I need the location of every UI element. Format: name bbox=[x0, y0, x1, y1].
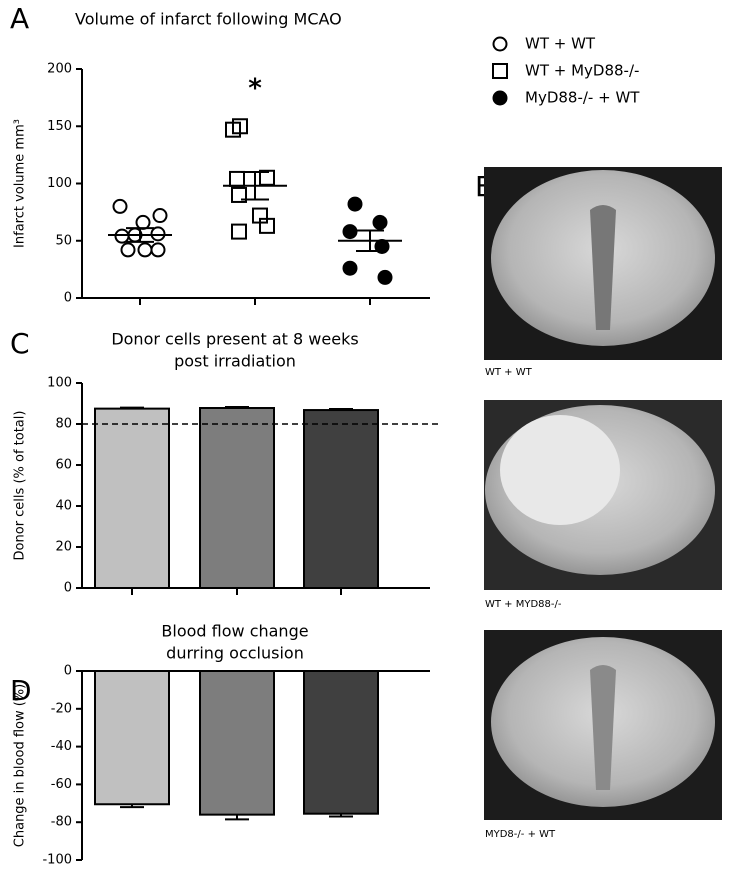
data-point bbox=[342, 224, 358, 240]
legend-label: WT + WT bbox=[525, 35, 596, 53]
legend-marker bbox=[492, 90, 508, 106]
brain-image bbox=[484, 630, 722, 820]
image-caption: MYD8-/- + WT bbox=[485, 829, 556, 840]
y-tick-label: 80 bbox=[55, 417, 72, 432]
data-point bbox=[150, 242, 166, 258]
y-tick-label: 200 bbox=[47, 62, 72, 77]
image-caption: WT + MYD88-/- bbox=[485, 599, 562, 610]
data-point bbox=[232, 118, 248, 135]
chart-title: post irradiation bbox=[174, 352, 296, 371]
data-point bbox=[152, 208, 168, 224]
data-point bbox=[231, 223, 247, 240]
y-tick-label: 100 bbox=[47, 176, 72, 191]
data-point bbox=[135, 214, 151, 230]
annotation: * bbox=[248, 74, 262, 104]
chart-title: Blood flow change bbox=[161, 622, 308, 641]
y-tick-label: -20 bbox=[51, 701, 72, 716]
data-point bbox=[342, 260, 358, 276]
legend-label: WT + MyD88-/- bbox=[525, 62, 639, 80]
y-tick-label: -60 bbox=[51, 777, 72, 792]
data-point bbox=[259, 169, 275, 186]
data-point bbox=[137, 242, 153, 258]
data-point bbox=[120, 242, 136, 258]
data-point bbox=[114, 228, 130, 244]
data-point bbox=[231, 186, 247, 203]
bar bbox=[94, 670, 170, 806]
y-axis-label: Donor cells (% of total) bbox=[13, 411, 28, 561]
y-tick-label: 150 bbox=[47, 119, 72, 134]
y-tick-label: -100 bbox=[42, 853, 72, 868]
data-point bbox=[347, 196, 363, 212]
y-tick-label: 60 bbox=[55, 458, 72, 473]
panel-label: C bbox=[10, 327, 30, 360]
y-tick-label: -80 bbox=[51, 815, 72, 830]
data-point bbox=[377, 269, 393, 285]
data-point bbox=[372, 214, 388, 230]
chart-title: Volume of infarct following MCAO bbox=[75, 10, 342, 29]
bar bbox=[303, 670, 379, 815]
image-caption: WT + WT bbox=[485, 367, 533, 378]
data-point bbox=[259, 217, 275, 234]
chart-title: Donor cells present at 8 weeks bbox=[111, 330, 358, 349]
y-tick-label: 100 bbox=[47, 376, 72, 391]
y-axis-label: Change in blood flow (%) bbox=[13, 684, 28, 847]
legend-marker bbox=[492, 63, 508, 79]
data-point bbox=[112, 198, 128, 214]
bar bbox=[303, 409, 379, 589]
data-point bbox=[150, 226, 166, 242]
y-tick-label: 0 bbox=[64, 664, 72, 679]
y-tick-label: -40 bbox=[51, 739, 72, 754]
brain-image bbox=[484, 167, 722, 360]
y-tick-label: 0 bbox=[64, 291, 72, 306]
data-point bbox=[229, 170, 245, 187]
y-axis-label: Infarct volume mm³ bbox=[13, 119, 28, 248]
brain-image bbox=[484, 400, 722, 590]
panel-label: D bbox=[10, 674, 32, 707]
y-tick-label: 20 bbox=[55, 540, 72, 555]
legend-marker bbox=[492, 36, 508, 52]
panel-label: A bbox=[10, 2, 29, 35]
bar bbox=[199, 670, 275, 816]
legend-label: MyD88-/- + WT bbox=[525, 89, 640, 107]
bar bbox=[199, 407, 275, 590]
chart-title: durring occlusion bbox=[166, 644, 304, 663]
y-tick-label: 50 bbox=[55, 233, 72, 248]
bar bbox=[94, 407, 170, 589]
y-tick-label: 40 bbox=[55, 499, 72, 514]
y-tick-label: 0 bbox=[64, 581, 72, 596]
